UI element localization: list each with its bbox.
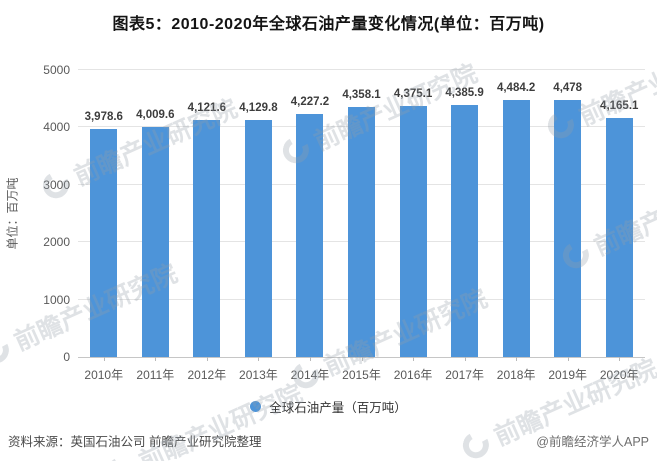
legend: 全球石油产量（百万吨） <box>0 397 657 416</box>
y-tick-label: 1000 <box>43 292 70 307</box>
x-tick-label: 2019年 <box>548 368 588 382</box>
y-tick-label: 0 <box>63 350 70 364</box>
category-2011年: 4,009.6 2011年 <box>130 70 182 382</box>
x-axis-tick <box>309 357 311 361</box>
y-tick-label: 2000 <box>43 235 70 250</box>
bar-value-label: 4,385.9 <box>445 87 484 100</box>
bar-2010年 <box>90 128 118 357</box>
y-tick-label: 3000 <box>43 177 70 192</box>
bar-value-label: 4,121.6 <box>187 102 227 115</box>
gridline <box>78 69 645 70</box>
bar-value-label: 4,227.2 <box>290 96 330 109</box>
bar-value-label: 4,375.1 <box>393 87 433 100</box>
x-tick-label: 2017年 <box>445 368 484 382</box>
legend-label: 全球石油产量（百万吨） <box>269 401 407 415</box>
bar-value-label: 3,978.6 <box>84 110 123 123</box>
x-tick-label: 2015年 <box>342 368 381 382</box>
bar-2013年 <box>244 119 272 357</box>
y-axis-title: 单位：百万吨 <box>5 177 20 250</box>
y-tick-label: 5000 <box>43 63 70 77</box>
x-axis-tick <box>258 357 260 361</box>
x-tick-label: 2014年 <box>290 368 330 382</box>
bar-series: 3,978.6 2010年 4,009.6 2011年 4,121.6 2012年 4,12… <box>78 70 645 382</box>
x-axis-tick <box>413 357 415 361</box>
bar-value-label: 4,009.6 <box>136 108 175 121</box>
bar-2016年 <box>399 105 427 357</box>
bar-2019年 <box>554 99 582 357</box>
source-note: 资料来源：英国石油公司 前瞻产业研究院整理 <box>8 435 262 449</box>
y-tick-label: 4000 <box>43 120 70 135</box>
bar-2015年 <box>348 106 375 357</box>
x-axis-tick <box>464 357 466 361</box>
category-2019年: 4,478 2019年 <box>542 70 594 382</box>
watermark-logo-icon <box>0 334 12 367</box>
legend-marker-icon <box>250 401 262 412</box>
category-2020年: 4,165.1 2020年 <box>593 70 645 382</box>
x-axis-tick <box>103 357 105 361</box>
credit-note: @前瞻经济学人APP <box>536 435 649 449</box>
bar-value-label: 4,358.1 <box>342 88 381 101</box>
x-tick-label: 2018年 <box>496 368 536 382</box>
category-2010年: 3,978.6 2010年 <box>78 70 130 382</box>
bar-value-label: 4,165.1 <box>600 99 639 112</box>
bar-2014年 <box>296 114 324 357</box>
x-tick-label: 2020年 <box>599 368 639 382</box>
bar-value-label: 4,129.8 <box>239 101 278 114</box>
x-tick-label: 2011年 <box>136 368 175 382</box>
bar-2012年 <box>193 120 221 357</box>
x-tick-label: 2010年 <box>84 368 124 382</box>
category-2013年: 4,129.8 2013年 <box>233 70 285 382</box>
plot-area: 0 1000 2000 3000 4000 5000 3,978.6 2010年 4,009.6… <box>43 63 645 382</box>
category-2014年: 4,227.2 2014年 <box>284 70 336 382</box>
bar-2020年 <box>605 117 633 357</box>
x-tick-label: 2012年 <box>187 368 227 382</box>
bar-2011年 <box>141 126 169 357</box>
x-axis-tick <box>155 357 157 361</box>
category-2017年: 4,385.9 2017年 <box>439 70 491 382</box>
category-2012年: 4,121.6 2012年 <box>181 70 233 382</box>
chart-title: 图表5：2010-2020年全球石油产量变化情况(单位：百万吨) <box>112 16 545 33</box>
x-axis-tick <box>206 357 208 361</box>
bar-2018年 <box>502 99 530 357</box>
bar-2017年 <box>451 105 479 357</box>
x-tick-label: 2016年 <box>393 368 433 382</box>
x-axis-tick <box>619 357 621 361</box>
x-axis-tick <box>567 357 569 361</box>
x-axis-tick <box>361 357 363 361</box>
category-2016年: 4,375.1 2016年 <box>387 70 439 382</box>
watermark-logo-icon <box>104 454 137 461</box>
bar-value-label: 4,478 <box>553 81 583 94</box>
category-2015年: 4,358.1 2015年 <box>336 70 388 382</box>
category-2018年: 4,484.2 2018年 <box>490 70 542 382</box>
x-tick-label: 2013年 <box>239 368 278 382</box>
bar-value-label: 4,484.2 <box>496 81 536 94</box>
footer: 资料来源：英国石油公司 前瞻产业研究院整理 @前瞻经济学人APP <box>8 431 649 450</box>
x-axis-tick <box>516 357 518 361</box>
